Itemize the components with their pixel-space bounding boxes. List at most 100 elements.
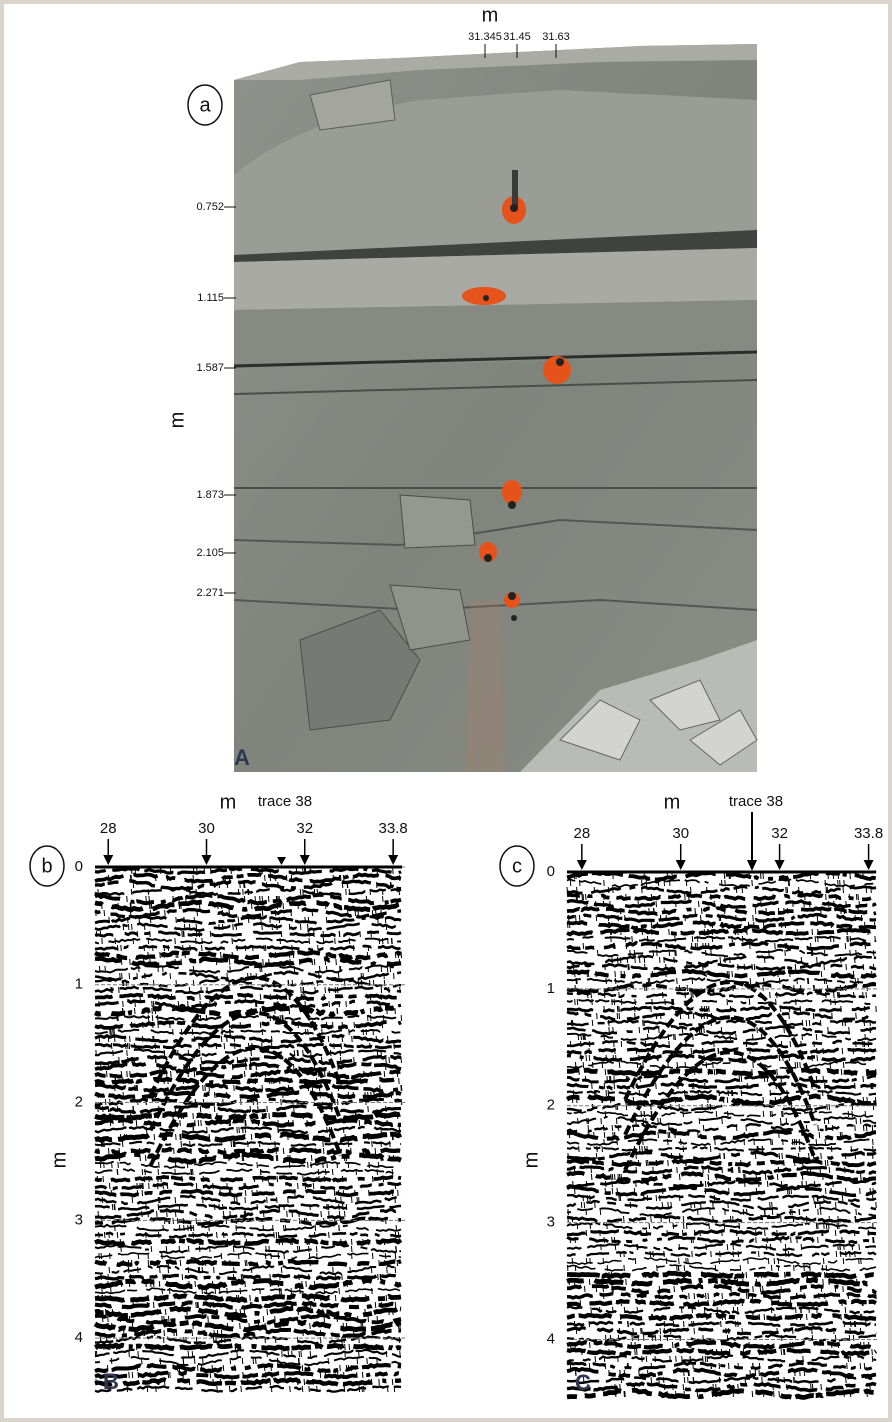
speckle xyxy=(271,952,272,958)
speckle xyxy=(289,924,290,930)
speckle xyxy=(139,917,140,923)
speckle xyxy=(789,1013,790,1019)
speckle xyxy=(348,1162,349,1168)
speckle xyxy=(765,1174,766,1180)
speckle xyxy=(189,987,190,993)
speckle xyxy=(578,1118,579,1124)
speckle xyxy=(841,1069,842,1075)
speckle xyxy=(632,1160,633,1166)
speckle xyxy=(192,1351,193,1357)
speckle xyxy=(181,1029,182,1035)
speckle xyxy=(604,1083,605,1089)
speckle xyxy=(719,1363,720,1369)
speckle xyxy=(269,1113,270,1119)
speckle xyxy=(602,1279,603,1285)
speckle xyxy=(856,950,857,956)
speckle xyxy=(705,1272,706,1278)
speckle xyxy=(357,1197,358,1203)
speckle xyxy=(132,1197,133,1203)
speckle xyxy=(753,1062,754,1068)
speckle xyxy=(653,1167,654,1173)
speckle xyxy=(227,1323,228,1329)
speckle xyxy=(311,1162,312,1168)
speckle xyxy=(303,987,304,993)
speckle xyxy=(164,1316,165,1322)
speckle xyxy=(616,1342,617,1348)
speckle xyxy=(182,931,183,937)
speckle xyxy=(785,1272,786,1278)
speckle xyxy=(175,1197,176,1203)
speckle xyxy=(310,1323,311,1329)
speckle xyxy=(214,1092,215,1098)
speckle xyxy=(119,987,120,993)
speckle xyxy=(314,959,315,965)
speckle xyxy=(284,1253,285,1259)
speckle xyxy=(175,1106,176,1112)
speckle xyxy=(841,908,842,914)
speckle xyxy=(827,985,828,991)
speckle xyxy=(580,1300,581,1306)
speckle xyxy=(626,1104,627,1110)
speckle xyxy=(716,1111,717,1117)
speckle xyxy=(290,1386,291,1392)
speckle xyxy=(181,1113,182,1119)
speckle xyxy=(174,1148,175,1154)
speckle xyxy=(701,1013,702,1019)
speckle xyxy=(635,999,636,1005)
speckle xyxy=(830,1062,831,1068)
speckle xyxy=(604,880,605,886)
speckle xyxy=(824,978,825,984)
speckle xyxy=(256,1001,257,1007)
speckle xyxy=(278,896,279,902)
speckle xyxy=(667,873,668,879)
speckle xyxy=(591,1307,592,1313)
speckle xyxy=(249,1064,250,1070)
speckle xyxy=(743,1349,744,1355)
speckle xyxy=(711,1013,712,1019)
speckle xyxy=(606,978,607,984)
speckle xyxy=(342,1274,343,1280)
speckle xyxy=(810,873,811,879)
speckle xyxy=(229,875,230,881)
speckle xyxy=(578,1034,579,1040)
speckle xyxy=(644,873,645,879)
speckle xyxy=(146,1127,147,1133)
speckle xyxy=(849,894,850,900)
speckle xyxy=(108,1148,109,1154)
speckle xyxy=(680,1153,681,1159)
speckle xyxy=(381,987,382,993)
speckle xyxy=(344,1211,345,1217)
speckle xyxy=(391,938,392,944)
speckle xyxy=(204,1330,205,1336)
speckle xyxy=(340,1344,341,1350)
speckle xyxy=(348,910,349,916)
speckle xyxy=(104,1141,105,1147)
speckle xyxy=(655,1335,656,1341)
speckle xyxy=(255,896,256,902)
speckle xyxy=(160,868,161,874)
speckle xyxy=(617,1188,618,1194)
speckle xyxy=(145,1169,146,1175)
speckle xyxy=(703,1335,704,1341)
speckle xyxy=(698,1132,699,1138)
speckle xyxy=(575,1062,576,1068)
speckle xyxy=(576,894,577,900)
speckle xyxy=(648,1370,649,1376)
speckle xyxy=(720,1153,721,1159)
speckle xyxy=(216,1043,217,1049)
speckle xyxy=(732,971,733,977)
speckle xyxy=(300,1288,301,1294)
speckle xyxy=(374,1092,375,1098)
speckle xyxy=(345,1134,346,1140)
x-axis-label: m xyxy=(220,791,237,813)
speckle xyxy=(816,1076,817,1082)
speckle xyxy=(381,1141,382,1147)
speckle xyxy=(238,1295,239,1301)
speckle xyxy=(372,1253,373,1259)
speckle xyxy=(363,973,364,979)
speckle xyxy=(604,1139,605,1145)
speckle xyxy=(129,1043,130,1049)
speckle xyxy=(764,1314,765,1320)
speckle xyxy=(281,1099,282,1105)
speckle xyxy=(196,938,197,944)
